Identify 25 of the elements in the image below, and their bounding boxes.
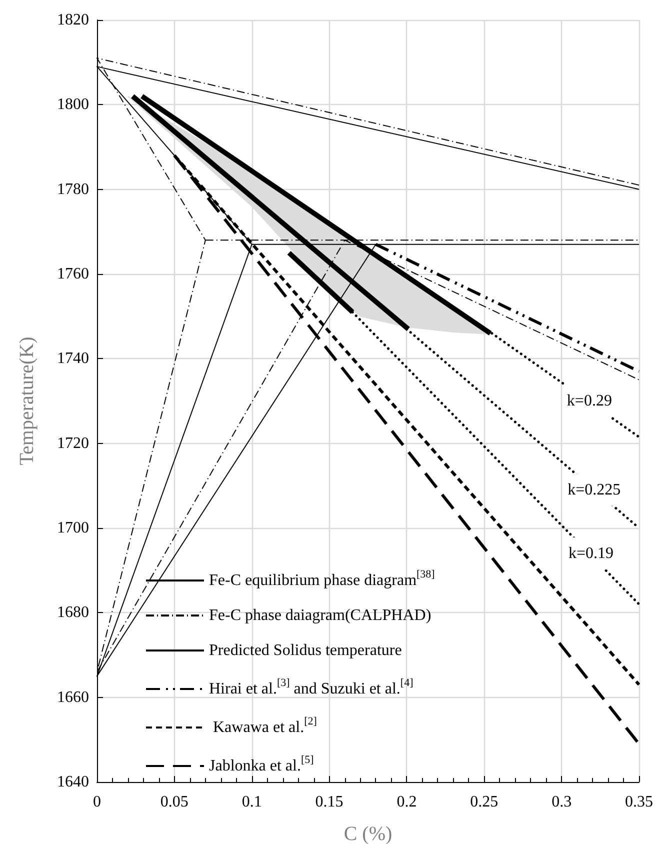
y-tick-label: 1640 — [57, 774, 89, 790]
x-tick-label: 0.1 — [242, 794, 262, 810]
annotation: k=0.225 — [568, 481, 621, 498]
y-tick-label: 1780 — [57, 180, 89, 198]
x-axis-title: C (%) — [344, 823, 392, 845]
y-tick-label: 1740 — [57, 350, 89, 368]
x-tick-label: 0.3 — [552, 794, 572, 810]
annotation: k=0.29 — [566, 392, 612, 410]
legend-label: Predicted Solidus temperature — [209, 642, 402, 659]
y-tick-label: 1660 — [57, 688, 89, 706]
x-tick-label: 0.2 — [396, 794, 417, 810]
y-axis-title: Temperature(K) — [16, 336, 38, 466]
y-tick-label: 1760 — [57, 266, 89, 282]
y-tick-label: 1680 — [57, 604, 89, 622]
x-tick-label: 0.35 — [625, 794, 653, 810]
annotation: k=0.19 — [568, 544, 614, 562]
x-tick-label: 0.05 — [160, 794, 188, 810]
x-tick-label: 0.25 — [470, 794, 498, 810]
legend-label: Fe-C phase daiagram(CALPHAD) — [209, 607, 432, 624]
y-tick-label: 1820 — [57, 12, 89, 28]
y-tick-label: 1800 — [57, 96, 89, 114]
y-tick-label: 1700 — [57, 520, 89, 536]
x-tick-label: 0.15 — [315, 794, 344, 810]
x-tick-label: 0 — [93, 794, 101, 810]
y-tick-label: 1720 — [57, 434, 89, 452]
